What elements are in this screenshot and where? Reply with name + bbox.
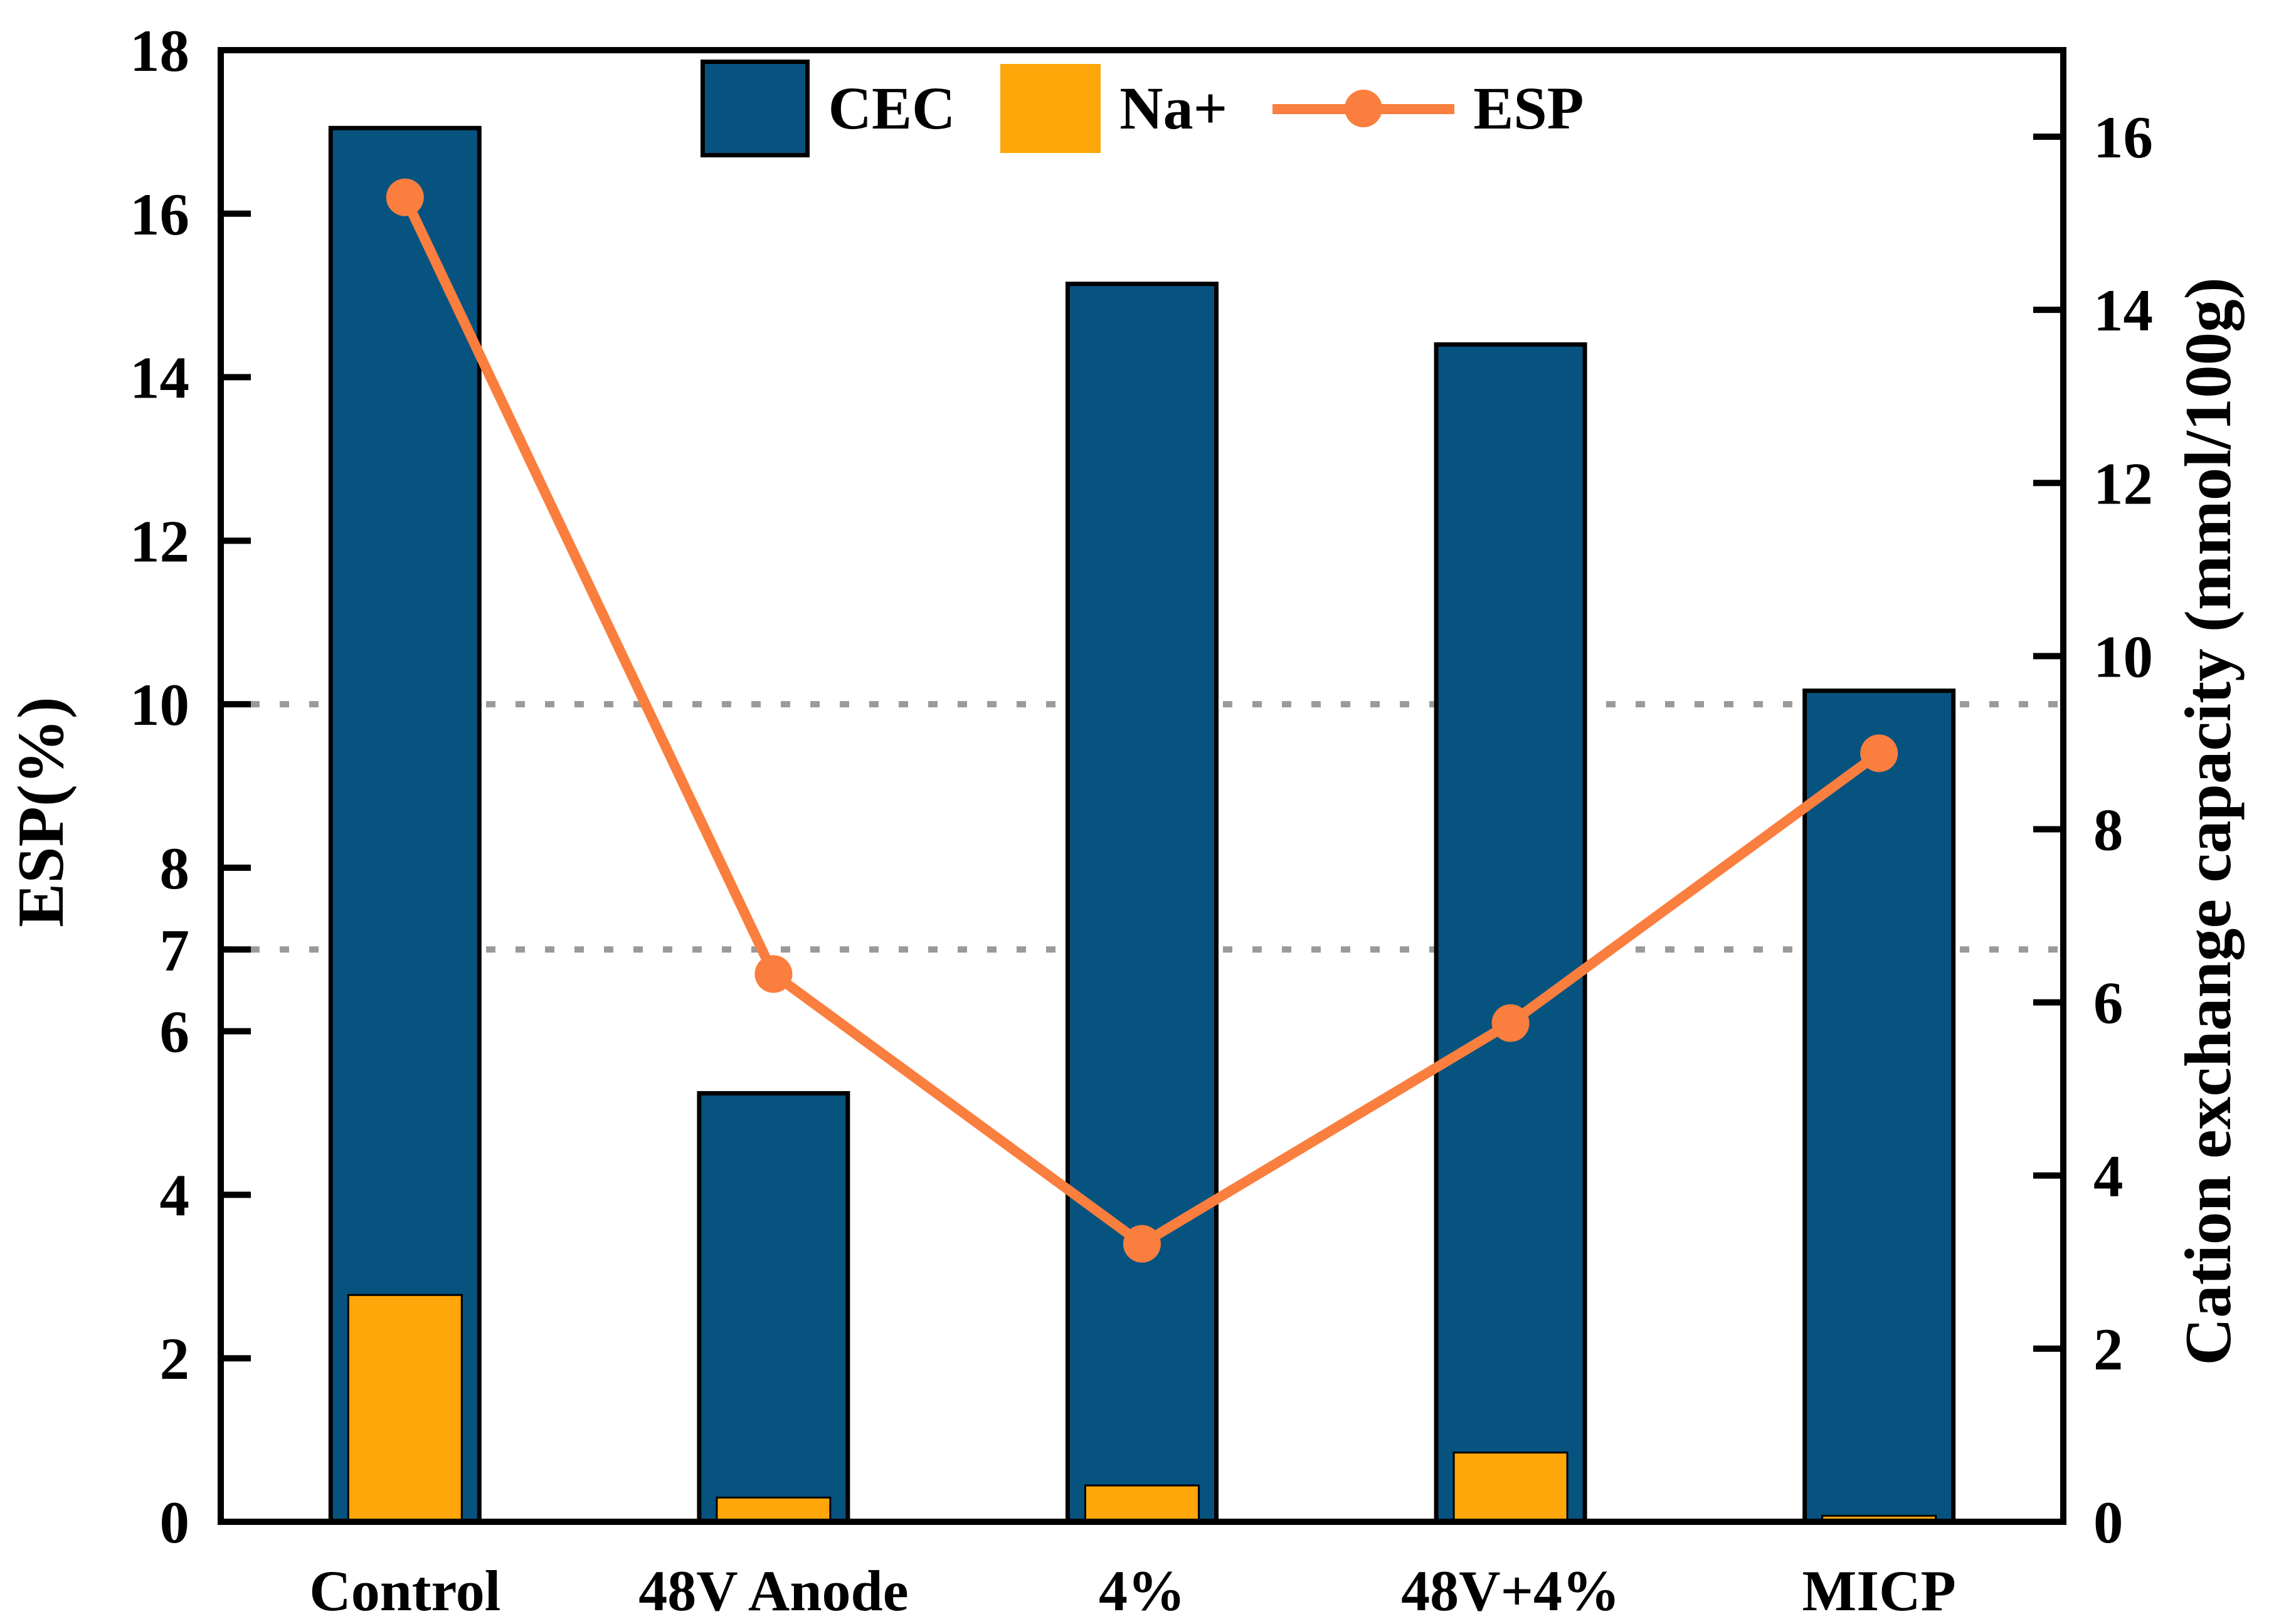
left-tick-label-8: 8 (160, 835, 190, 902)
na-bar-0 (347, 1294, 463, 1523)
right-tick-label-6: 6 (2093, 970, 2124, 1036)
right-tick-label-14: 14 (2093, 277, 2153, 344)
cec-bar-4 (1802, 688, 1956, 1524)
left-tick-label-12: 12 (130, 508, 189, 574)
right-tick-label-4: 4 (2093, 1143, 2124, 1210)
left-tick-label-14: 14 (130, 345, 189, 411)
left-tick-label-18: 18 (130, 18, 189, 84)
esp-legend-label: ESP (1473, 75, 1584, 142)
left-tick-label-2: 2 (160, 1326, 190, 1392)
na-bar-1 (716, 1496, 832, 1523)
na-bar-2 (1084, 1484, 1200, 1523)
right-tick-label-0: 0 (2093, 1489, 2124, 1556)
left-axis-title: ESP(%) (4, 697, 77, 927)
axis-tick-labels: 0 2 4 6 7 8 10 12 14 16 18 0 2 4 6 8 10 12 14 16 (130, 18, 2153, 1556)
esp-marker-4 (1860, 734, 1898, 772)
esp-line-marker-icon (1272, 89, 1455, 128)
cec-legend-label: CEC (828, 75, 956, 142)
right-tick-label-10: 10 (2093, 623, 2153, 690)
esp-marker-0 (386, 178, 424, 216)
axis-ticks (221, 134, 2063, 1362)
left-tick-label-7: 7 (160, 917, 190, 983)
category-label-3: 48V+4% (1401, 1559, 1620, 1623)
cec-bar-1 (697, 1091, 850, 1524)
na-legend-label: Na+ (1119, 75, 1228, 142)
category-label-1: 48V Anode (638, 1559, 908, 1623)
left-tick-label-6: 6 (160, 999, 190, 1065)
legend: CEC Na+ ESP (221, 55, 2063, 162)
cec-swatch-icon (700, 60, 810, 157)
left-tick-label-16: 16 (130, 181, 189, 248)
na-swatch-icon (1000, 64, 1101, 153)
legend-item-esp: ESP (1272, 78, 1584, 139)
esp-marker-3 (1491, 1004, 1530, 1042)
plot-border (218, 47, 2066, 1525)
legend-item-na: Na+ (1000, 64, 1227, 153)
esp-marker-1 (754, 955, 793, 993)
left-tick-label-4: 4 (160, 1162, 190, 1228)
cec-bar-2 (1066, 282, 1219, 1524)
right-tick-label-12: 12 (2093, 450, 2153, 517)
right-axis-title: Cation exchange capacity (mmol/100g) (2171, 277, 2245, 1365)
na-bar-3 (1452, 1452, 1568, 1523)
esp-marker-2 (1123, 1225, 1161, 1263)
right-tick-label-8: 8 (2093, 797, 2124, 863)
right-tick-label-2: 2 (2093, 1316, 2124, 1383)
cec-bar-3 (1434, 342, 1587, 1524)
category-label-0: Control (309, 1559, 500, 1623)
bars (328, 125, 1956, 1524)
left-tick-label-0: 0 (160, 1489, 190, 1556)
right-tick-label-16: 16 (2093, 104, 2153, 171)
category-label-2: 4% (1099, 1559, 1185, 1623)
esp-line-series (386, 178, 1898, 1263)
category-label-4: MICP (1802, 1559, 1956, 1623)
legend-item-cec: CEC (700, 60, 956, 157)
category-labels: Control 48V Anode 4% 48V+4% MICP (309, 1559, 1956, 1623)
left-tick-label-10: 10 (130, 672, 189, 738)
